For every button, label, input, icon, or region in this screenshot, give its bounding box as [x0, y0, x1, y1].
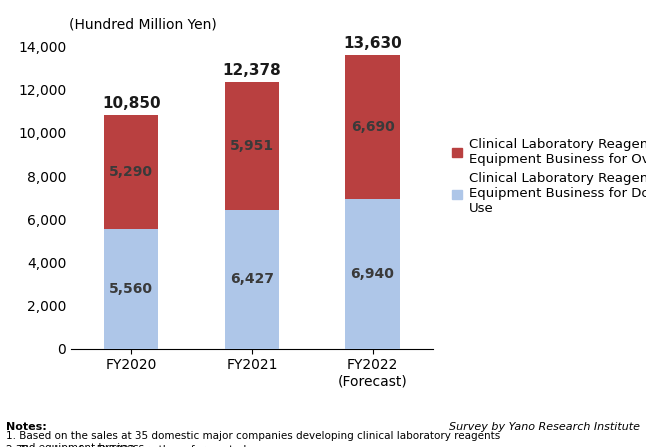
Text: 6,427: 6,427 [230, 272, 274, 287]
Text: 5,290: 5,290 [109, 164, 153, 179]
Text: 5,560: 5,560 [109, 282, 153, 295]
Bar [104, 114, 158, 229]
Text: 6,690: 6,690 [351, 120, 395, 134]
Text: 2. The values for FY2022 are those forecasted.: 2. The values for FY2022 are those forec… [6, 445, 250, 447]
Text: 6,940: 6,940 [351, 267, 395, 281]
Text: 1. Based on the sales at 35 domestic major companies developing clinical laborat: 1. Based on the sales at 35 domestic maj… [6, 431, 501, 447]
Text: 10,850: 10,850 [102, 96, 161, 111]
Bar [225, 81, 279, 210]
Text: Notes:: Notes: [6, 422, 47, 432]
Text: 5,951: 5,951 [230, 139, 274, 153]
Bar [225, 210, 279, 349]
Text: (Hundred Million Yen): (Hundred Million Yen) [68, 17, 216, 31]
Text: Survey by Yano Research Institute: Survey by Yano Research Institute [448, 422, 640, 432]
Legend: Clinical Laboratory Reagents &
Equipment Business for Overseas, Clinical Laborat: Clinical Laboratory Reagents & Equipment… [446, 132, 646, 221]
Bar [346, 55, 400, 199]
Bar [104, 229, 158, 349]
Text: 12,378: 12,378 [223, 63, 281, 78]
Bar [346, 199, 400, 349]
Text: 13,630: 13,630 [343, 36, 402, 51]
